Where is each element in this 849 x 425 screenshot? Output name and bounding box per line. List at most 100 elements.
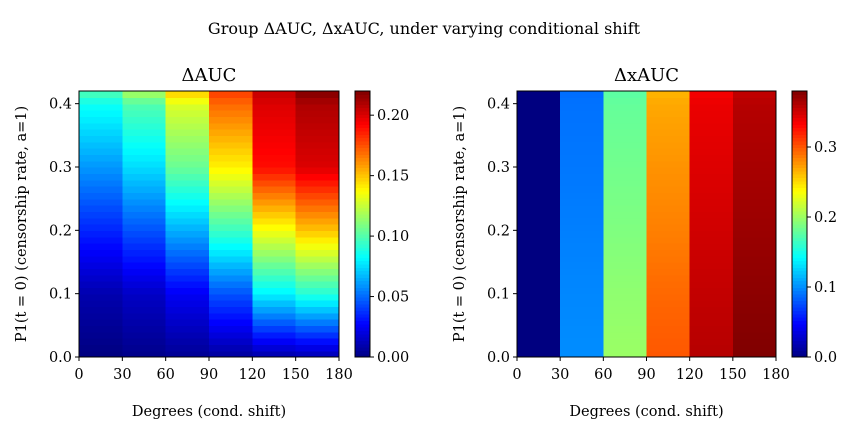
heatmap-cell	[122, 350, 167, 358]
heatmap-cell	[209, 173, 253, 181]
heatmap-cell	[295, 192, 340, 200]
heatmap-cell	[165, 192, 210, 200]
heatmap-cell	[209, 179, 253, 187]
colorbar-segment	[792, 147, 807, 152]
heatmap-cell	[122, 211, 167, 219]
colorbar-segment	[792, 164, 807, 169]
colorbar-segment	[792, 287, 807, 292]
heatmap-cell	[646, 129, 691, 136]
colorbar-segment	[355, 323, 370, 328]
heatmap-cell	[689, 281, 734, 288]
heatmap-cell	[560, 268, 604, 276]
heatmap-cell	[209, 338, 253, 345]
heatmap-cell	[560, 306, 604, 314]
heatmap-cell	[165, 148, 210, 155]
heatmap-cell	[646, 243, 691, 250]
colorbar-segment	[792, 313, 807, 318]
colorbar-segment	[792, 307, 807, 312]
heatmap-cell	[79, 129, 123, 136]
heatmap-cell	[517, 97, 561, 105]
colorbar-segment	[355, 97, 370, 102]
colorbar-segment	[792, 317, 807, 322]
colorbar-segment	[792, 124, 807, 129]
heatmap-cell	[689, 300, 734, 307]
heatmap-cell	[689, 116, 734, 124]
heatmap-cell	[517, 129, 561, 136]
heatmap-cell	[517, 243, 561, 250]
heatmap-cell	[732, 319, 777, 326]
heatmap-cell	[603, 312, 648, 320]
heatmap-cell	[517, 293, 561, 301]
heatmap-cell	[646, 312, 691, 320]
heatmap-cell	[689, 224, 734, 231]
heatmap-cell	[517, 217, 561, 225]
heatmap-cell	[646, 249, 691, 257]
heatmap-cell	[252, 167, 297, 174]
heatmap-cell	[79, 224, 123, 231]
heatmap-cell	[252, 319, 297, 326]
heatmap-cell	[732, 236, 777, 244]
heatmap-cell	[603, 103, 648, 111]
colorbar-tick-label: 0.00	[377, 350, 409, 366]
heatmap-cell	[732, 186, 777, 193]
heatmap-cell	[122, 300, 167, 307]
colorbar-segment	[792, 120, 807, 125]
heatmap-cell	[209, 331, 253, 339]
heatmap-panel-1: ΔAUC 0 30 60 90 120 150 180 Degrees (cond. shift…	[14, 65, 409, 420]
heatmap-cell	[517, 179, 561, 187]
colorbar-segment	[355, 140, 370, 145]
heatmap-cell	[79, 262, 123, 269]
heatmap-cell	[79, 331, 123, 339]
heatmap-cell	[689, 198, 734, 206]
colorbar-segment	[355, 150, 370, 155]
heatmap-cell	[165, 249, 210, 257]
colorbar-segment	[355, 117, 370, 122]
heatmap-cell	[122, 287, 167, 295]
heatmap-cell	[79, 236, 123, 244]
heatmap-cell	[122, 179, 167, 187]
heatmap-cell	[560, 122, 604, 130]
colorbar-tick-label: 0.2	[814, 210, 837, 226]
colorbar-segment	[355, 253, 370, 258]
heatmap-cell	[165, 154, 210, 162]
heatmap-cell	[560, 217, 604, 225]
colorbar-segment	[792, 277, 807, 282]
heatmap-cell	[646, 217, 691, 225]
colorbar-segment	[355, 310, 370, 315]
y-tick-label: 0.3	[49, 160, 72, 176]
colorbar-segment	[792, 140, 807, 145]
colorbar-tick-label: 0.05	[377, 290, 409, 306]
heatmap-cell	[517, 173, 561, 181]
colorbar-segment	[792, 243, 807, 248]
heatmap-cell	[295, 274, 340, 282]
heatmap-cell	[689, 205, 734, 212]
heatmap-cell	[209, 217, 253, 225]
colorbar-segment	[355, 170, 370, 175]
heatmap-cell	[560, 192, 604, 200]
x-tick-label: 150	[719, 367, 747, 383]
colorbar-segment	[355, 180, 370, 185]
heatmap-cell	[122, 167, 167, 174]
colorbar-segment	[792, 270, 807, 275]
heatmap-cell	[295, 255, 340, 263]
heatmap-cell	[560, 198, 604, 206]
heatmap-cell	[122, 268, 167, 276]
heatmap-cell	[517, 338, 561, 345]
colorbar-segment	[792, 327, 807, 331]
heatmap-cell	[689, 103, 734, 111]
heatmap-cell	[209, 224, 253, 231]
colorbar-segment	[355, 134, 370, 139]
heatmap-cell	[560, 331, 604, 339]
heatmap-cell	[79, 293, 123, 301]
heatmap-cell	[689, 217, 734, 225]
colorbar-segment	[792, 117, 807, 122]
heatmap-cell	[646, 179, 691, 187]
colorbar-segment	[355, 260, 370, 265]
heatmap-cell	[560, 350, 604, 358]
heatmap-cell	[295, 217, 340, 225]
heatmap-cell	[79, 281, 123, 288]
heatmap-cell	[603, 306, 648, 314]
heatmap-cell	[560, 129, 604, 136]
heatmap-cell	[165, 135, 210, 143]
colorbar-segment	[355, 184, 370, 189]
